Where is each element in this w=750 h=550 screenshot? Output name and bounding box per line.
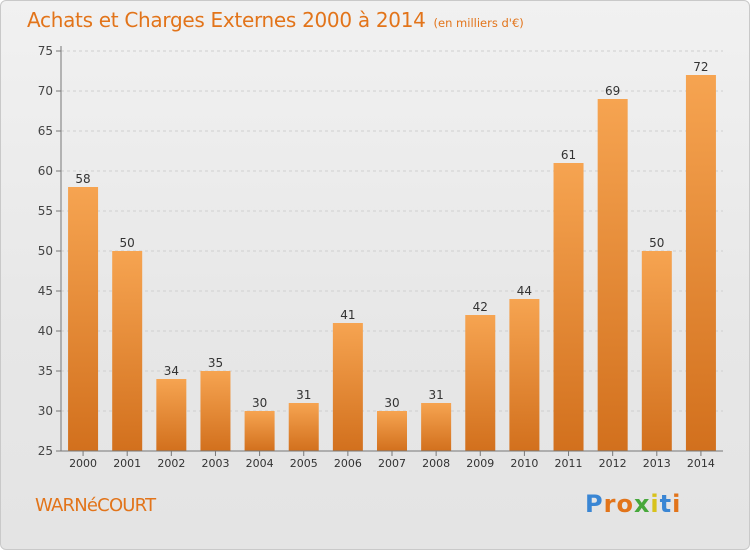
y-tick-label: 75 — [38, 44, 53, 58]
y-tick-label: 60 — [38, 164, 53, 178]
bar-2000 — [68, 187, 99, 451]
y-tick-label: 40 — [38, 324, 53, 338]
data-label: 50 — [120, 236, 135, 250]
x-tick-label: 2012 — [599, 457, 627, 470]
logo-letter: P — [585, 490, 604, 518]
logo-letter: x — [633, 490, 651, 518]
data-label: 34 — [164, 364, 179, 378]
bar-2007 — [377, 411, 407, 451]
bar-2003 — [200, 371, 231, 451]
bar-2004 — [244, 411, 275, 451]
x-tick-label: 2004 — [246, 457, 274, 470]
bar-2013 — [641, 251, 672, 451]
x-tick-label: 2009 — [466, 457, 494, 470]
data-label: 58 — [75, 172, 90, 186]
y-tick-label: 45 — [38, 284, 53, 298]
data-label: 30 — [252, 396, 267, 410]
chart-title: Achats et Charges Externes 2000 à 2014 (e… — [27, 8, 524, 32]
x-tick-label: 2005 — [290, 457, 318, 470]
x-tick-label: 2006 — [334, 457, 362, 470]
y-tick-label: 30 — [38, 404, 53, 418]
y-tick-label: 65 — [38, 124, 53, 138]
bar-2006 — [332, 323, 363, 451]
logo-letter: i — [672, 490, 682, 518]
bar-2001 — [112, 251, 143, 451]
x-tick-label: 2000 — [69, 457, 97, 470]
bar-2005 — [288, 403, 319, 451]
data-label: 69 — [605, 84, 620, 98]
y-tick-label: 50 — [38, 244, 53, 258]
x-tick-label: 2008 — [422, 457, 450, 470]
bar-2010 — [509, 299, 540, 451]
logo-letter: o — [616, 490, 634, 518]
logo-letter: r — [603, 490, 617, 518]
title-text: Achats et Charges Externes 2000 à 2014 — [27, 8, 426, 32]
y-tick-label: 70 — [38, 84, 53, 98]
proxiti-logo: Proxiti — [585, 490, 681, 518]
x-tick-label: 2002 — [157, 457, 185, 470]
x-tick-label: 2010 — [510, 457, 538, 470]
x-tick-label: 2001 — [113, 457, 141, 470]
title-unit: (en milliers d'€) — [433, 16, 524, 30]
data-label: 44 — [517, 284, 532, 298]
x-tick-label: 2011 — [555, 457, 583, 470]
labels-layer: 58 50 34 35 30 31 41 30 31 42 44 61 69 50 72 — [75, 60, 708, 410]
commune-name: WARNéCOURT — [35, 495, 156, 516]
y-tick-label: 25 — [38, 444, 53, 458]
bar-2009 — [465, 315, 496, 451]
axes-layer: 25 30 35 40 45 50 55 60 65 70 75 2000 2001 2002 2003 20… — [38, 44, 723, 470]
data-label: 30 — [384, 396, 399, 410]
bar-2012 — [597, 99, 628, 451]
bar-2002 — [156, 379, 187, 451]
bar-2014 — [685, 75, 716, 451]
data-label: 42 — [473, 300, 488, 314]
y-tick-label: 55 — [38, 204, 53, 218]
data-label: 72 — [693, 60, 708, 74]
data-label: 61 — [561, 148, 576, 162]
data-label: 35 — [208, 356, 223, 370]
data-label: 50 — [649, 236, 664, 250]
bars-layer — [68, 75, 716, 451]
x-tick-label: 2007 — [378, 457, 406, 470]
bar-2008 — [421, 403, 452, 451]
x-tick-label: 2014 — [687, 457, 715, 470]
logo-letter: t — [659, 490, 673, 518]
data-label: 31 — [296, 388, 311, 402]
logo-letter: i — [650, 490, 660, 518]
y-tick-label: 35 — [38, 364, 53, 378]
bar-2011 — [553, 163, 584, 451]
data-label: 41 — [340, 308, 355, 322]
data-label: 31 — [428, 388, 443, 402]
x-tick-label: 2003 — [201, 457, 229, 470]
x-tick-label: 2013 — [643, 457, 671, 470]
